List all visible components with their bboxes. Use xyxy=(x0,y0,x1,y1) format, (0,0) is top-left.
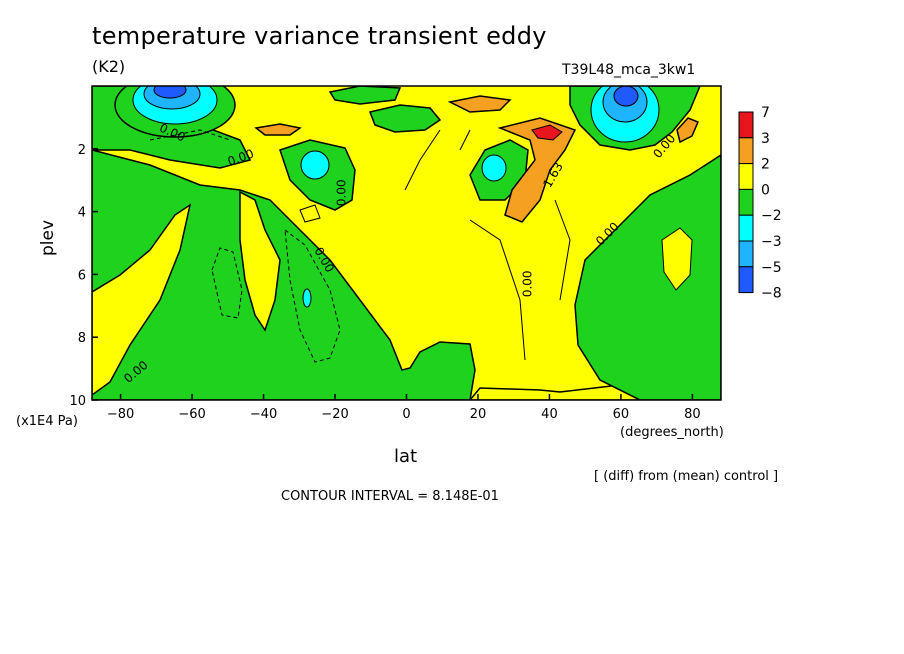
contour-dashed-south2 xyxy=(284,228,341,363)
y-tick-label: 8 xyxy=(78,331,86,346)
field-yellow-north-loop xyxy=(661,227,693,291)
colorbar-swatch xyxy=(738,163,754,190)
chart-title: temperature variance transient eddy xyxy=(92,22,547,50)
contour-interval: CONTOUR INTERVAL = 8.148E-01 xyxy=(281,489,499,504)
colorbar-swatch xyxy=(738,188,754,216)
field-orange-left xyxy=(254,123,302,136)
colorbar-swatch xyxy=(738,137,754,165)
x-tick-label: 0 xyxy=(402,407,410,422)
x-tick-label: −40 xyxy=(250,407,277,422)
field-orange-midnorth xyxy=(497,117,577,223)
colorbar-swatch xyxy=(738,240,754,268)
y-axis-units: (x1E4 Pa) xyxy=(16,414,78,429)
colorbar-label: −3 xyxy=(761,234,782,250)
field-darkblue-topleft xyxy=(153,86,187,99)
colorbar-swatch xyxy=(738,266,754,294)
contour-thin-left xyxy=(299,204,321,223)
colorbar-label: 2 xyxy=(761,157,770,173)
x-tick-label: 40 xyxy=(541,407,558,422)
contour-dashed-top xyxy=(149,129,231,141)
chart-units: (K2) xyxy=(92,57,126,76)
y-tick-label: 6 xyxy=(78,268,86,283)
x-tick-label: −80 xyxy=(107,407,134,422)
colorbar-label: 3 xyxy=(761,131,770,147)
x-tick-label: 20 xyxy=(470,407,487,422)
y-tick-label: 2 xyxy=(78,143,86,158)
field-cyan-midsouth xyxy=(300,150,330,180)
x-tick-label: −20 xyxy=(321,407,348,422)
colorbar: 7 3 2 0 −2 −3 −5 −8 xyxy=(738,105,782,302)
field-green-north xyxy=(574,154,721,400)
contour-thin-north xyxy=(469,219,526,361)
field-yellow-tongue-south xyxy=(92,203,192,396)
colorbar-label: 0 xyxy=(761,182,770,198)
field-yellow-inner-south xyxy=(239,190,281,332)
field-orange-right xyxy=(676,117,699,144)
diff-note: [ (diff) from (mean) control ] xyxy=(594,469,779,484)
colorbar-swatch xyxy=(738,214,754,242)
x-axis-label: lat xyxy=(394,446,418,467)
colorbar-label: 7 xyxy=(761,105,770,121)
run-label: T39L48_mca_3kw1 xyxy=(562,62,696,78)
field-cyan-midnorth xyxy=(481,154,507,182)
x-tick-label: 60 xyxy=(613,407,630,422)
field-orange-topcenter xyxy=(447,95,512,113)
y-tick-group: 2 4 6 8 10 xyxy=(69,143,98,409)
field-red-midnorth xyxy=(531,124,563,141)
contour-thin-north2 xyxy=(554,199,571,301)
x-tick-group: −80 −60 −40 −20 0 20 40 60 80 xyxy=(107,394,701,422)
field-green-topcenter xyxy=(368,104,442,133)
colorbar-swatch xyxy=(738,111,754,139)
field-green-south xyxy=(92,86,476,400)
colorbar-label: −2 xyxy=(761,208,782,224)
colorbar-label: −5 xyxy=(761,260,782,276)
x-tick-label: 80 xyxy=(684,407,701,422)
y-tick-label: 4 xyxy=(78,206,86,221)
colorbar-label: −8 xyxy=(761,286,782,302)
contour-label: 0.00 xyxy=(521,270,535,297)
field-cyan-small-south xyxy=(302,288,312,308)
x-axis-units: (degrees_north) xyxy=(620,425,724,440)
x-tick-label: −60 xyxy=(178,407,205,422)
field-darkblue-topright xyxy=(613,86,639,107)
contour-dashed-south xyxy=(211,247,243,319)
y-tick-label: 10 xyxy=(69,394,86,409)
contour-thin-top xyxy=(404,129,471,191)
contour-label: 0.00 xyxy=(335,179,349,206)
field-green-topstrip xyxy=(328,86,402,105)
